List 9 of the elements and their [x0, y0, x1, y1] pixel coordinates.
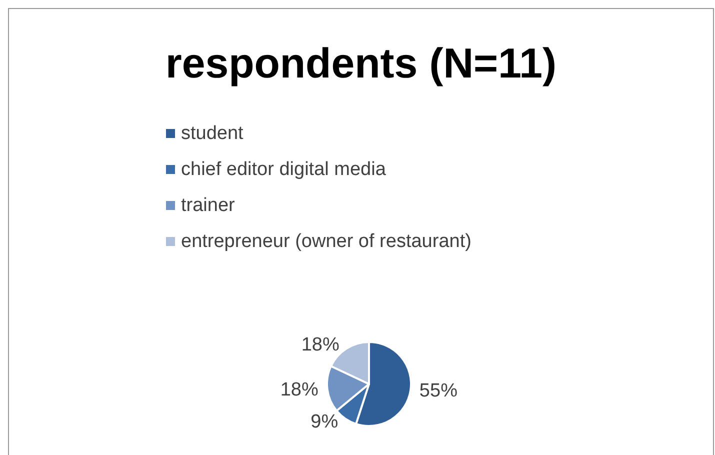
data-label: 9% [310, 412, 338, 433]
legend-label: trainer [181, 195, 236, 216]
legend-label: chief editor digital media [181, 159, 386, 180]
data-label: 18% [280, 379, 318, 400]
legend-label: student [181, 123, 244, 144]
data-label: 55% [419, 380, 458, 402]
chart-title: respondents (N=11) [166, 40, 556, 86]
legend-label: entrepreneur (owner of restaurant) [181, 231, 472, 252]
data-label: 18% [301, 334, 340, 356]
